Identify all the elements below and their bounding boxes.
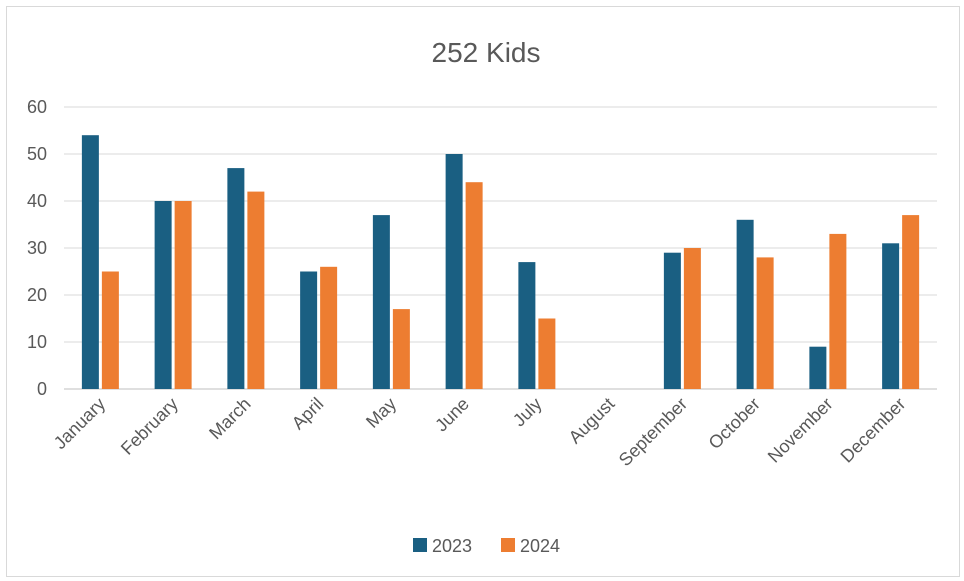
bar-2023-december <box>882 243 900 389</box>
y-tick-label: 10 <box>27 332 47 352</box>
x-tick-label: June <box>431 394 473 436</box>
x-tick-label: March <box>205 394 255 444</box>
x-tick-label: December <box>837 394 910 467</box>
bar-2023-march <box>227 168 245 389</box>
bar-2023-november <box>809 346 827 389</box>
bar-2024-november <box>829 233 847 389</box>
bar-2023-february <box>154 201 172 389</box>
bar-2024-february <box>174 201 192 389</box>
x-axis-ticks: January February March April May June July Augu… <box>50 394 910 470</box>
bar-2023-april <box>300 271 318 389</box>
y-tick-label: 0 <box>37 379 47 399</box>
bar-2024-may <box>392 309 410 389</box>
y-tick-label: 50 <box>27 144 47 164</box>
legend-label-2023: 2023 <box>432 536 472 556</box>
y-tick-label: 30 <box>27 238 47 258</box>
bar-2024-september <box>683 248 701 389</box>
bar-2023-january <box>81 135 99 389</box>
bar-2024-january <box>101 271 119 389</box>
y-axis-ticks: 0 10 20 30 40 50 60 <box>27 97 47 399</box>
bars <box>81 135 920 389</box>
legend-swatch-2024 <box>501 538 515 552</box>
bar-2024-october <box>756 257 774 389</box>
x-tick-label: February <box>117 394 182 459</box>
x-tick-label: January <box>50 394 109 453</box>
y-tick-label: 60 <box>27 97 47 117</box>
bar-2023-june <box>445 154 463 389</box>
chart-title: 252 Kids <box>432 37 541 68</box>
bar-2023-may <box>372 215 390 389</box>
legend: 2023 2024 <box>413 536 560 556</box>
bar-2023-october <box>736 219 754 389</box>
bar-2024-june <box>465 182 483 389</box>
x-tick-label: November <box>764 394 837 467</box>
x-tick-label: May <box>362 394 400 432</box>
legend-label-2024: 2024 <box>520 536 560 556</box>
bar-2023-september <box>663 252 681 389</box>
gridlines <box>64 106 937 390</box>
bar-2023-july <box>518 262 536 389</box>
x-tick-label: September <box>615 394 691 470</box>
x-tick-label: October <box>705 394 764 453</box>
y-tick-label: 40 <box>27 191 47 211</box>
bar-2024-december <box>902 215 920 389</box>
bar-2024-july <box>538 318 556 389</box>
x-tick-label: April <box>288 394 328 434</box>
legend-swatch-2023 <box>413 538 427 552</box>
x-tick-label: August <box>565 394 619 448</box>
x-tick-label: July <box>509 394 546 431</box>
y-tick-label: 20 <box>27 285 47 305</box>
bar-2024-march <box>247 191 265 389</box>
bar-2024-april <box>320 266 338 389</box>
